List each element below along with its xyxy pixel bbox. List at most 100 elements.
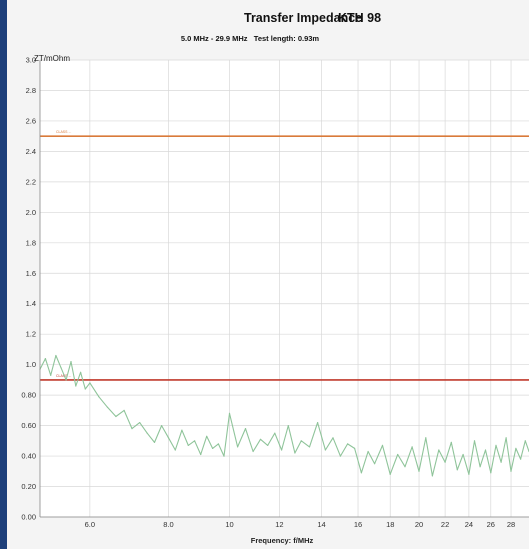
tick-labels: 0.00 0.20 0.40 0.60 0.80 1.0 1.2 1.4 1.6 1.8 2.0 2.… bbox=[21, 56, 515, 530]
data-point bbox=[131, 428, 133, 430]
data-point bbox=[200, 453, 202, 456]
data-point bbox=[153, 441, 156, 443]
limit-line-label: CLASS ... bbox=[56, 374, 71, 378]
data-point bbox=[381, 444, 384, 446]
data-point bbox=[317, 422, 319, 424]
data-point bbox=[397, 453, 399, 456]
y-tick-label: 0.60 bbox=[21, 421, 36, 430]
data-point bbox=[389, 473, 391, 475]
data-point bbox=[89, 382, 91, 384]
data-point bbox=[206, 435, 208, 437]
data-point bbox=[252, 450, 254, 453]
y-tick-label: 1.8 bbox=[26, 238, 36, 247]
y-tick-label: 3.0 bbox=[26, 56, 36, 65]
data-point bbox=[44, 358, 47, 360]
data-point bbox=[490, 472, 492, 474]
data-point bbox=[300, 440, 302, 442]
data-point bbox=[479, 466, 481, 468]
data-point bbox=[495, 444, 497, 446]
chart-subtitle: 5.0 MHz - 29.9 MHz Test length: 0.93m bbox=[181, 34, 320, 43]
data-point bbox=[332, 437, 334, 439]
data-point bbox=[500, 461, 502, 463]
x-axis-label: Frequency: f/MHz bbox=[251, 536, 314, 545]
chart-title: Transfer Impedance bbox=[244, 11, 362, 25]
x-tick-label: 20 bbox=[415, 520, 423, 529]
data-point bbox=[70, 361, 72, 363]
y-tick-label: 2.0 bbox=[26, 208, 36, 217]
x-tick-label: 10 bbox=[225, 520, 233, 529]
data-point bbox=[65, 379, 67, 381]
y-tick-label: 0.40 bbox=[21, 452, 36, 461]
data-point bbox=[98, 396, 100, 398]
data-point bbox=[411, 446, 413, 448]
x-tick-label: 24 bbox=[465, 520, 473, 529]
data-point bbox=[367, 450, 369, 453]
data-point bbox=[354, 447, 356, 449]
data-point bbox=[456, 469, 458, 471]
data-point bbox=[418, 470, 420, 472]
y-tick-label: 1.4 bbox=[26, 299, 36, 308]
x-tick-label: 14 bbox=[317, 520, 325, 529]
data-point bbox=[174, 449, 176, 451]
data-point bbox=[75, 385, 77, 387]
data-point bbox=[505, 437, 507, 439]
y-tick-label: 2.6 bbox=[26, 116, 36, 125]
data-point bbox=[308, 446, 311, 448]
data-point bbox=[60, 367, 62, 369]
data-point bbox=[462, 453, 464, 456]
data-point bbox=[161, 425, 163, 427]
data-point bbox=[228, 412, 231, 414]
limit-lines: CLASS ... CLASS ... bbox=[40, 130, 529, 381]
data-point bbox=[55, 354, 57, 357]
y-tick-label: 2.8 bbox=[26, 86, 36, 95]
data-point bbox=[115, 415, 117, 418]
x-tick-label: 18 bbox=[386, 520, 394, 529]
data-point bbox=[80, 371, 82, 373]
data-point bbox=[444, 461, 446, 463]
y-tick-label: 2.4 bbox=[26, 147, 36, 156]
data-point bbox=[223, 455, 225, 457]
x-tick-label: 12 bbox=[275, 520, 283, 529]
data-point bbox=[294, 452, 296, 454]
limit-line-label: CLASS ... bbox=[56, 130, 71, 134]
data-point bbox=[181, 429, 183, 431]
window-edge bbox=[0, 0, 7, 549]
y-tick-label: 1.2 bbox=[26, 330, 36, 339]
data-point bbox=[187, 444, 189, 446]
data-point bbox=[281, 449, 283, 451]
data-point bbox=[484, 449, 487, 451]
x-tick-label: 6.0 bbox=[85, 520, 95, 529]
series-layer bbox=[39, 354, 529, 477]
data-point bbox=[50, 374, 52, 376]
data-point bbox=[212, 447, 214, 449]
data-point bbox=[267, 444, 269, 446]
data-point bbox=[217, 443, 219, 445]
data-point bbox=[259, 438, 262, 440]
data-point bbox=[146, 432, 148, 434]
data-point bbox=[468, 473, 470, 475]
data-point bbox=[473, 440, 476, 442]
plot-area bbox=[40, 60, 529, 517]
data-point bbox=[237, 446, 239, 448]
data-point bbox=[106, 406, 109, 408]
data-point bbox=[515, 447, 517, 449]
x-tick-label: 8.0 bbox=[163, 520, 173, 529]
data-point bbox=[139, 422, 141, 424]
y-tick-label: 0.00 bbox=[21, 513, 36, 522]
data-point bbox=[431, 475, 433, 477]
data-point bbox=[287, 425, 289, 427]
y-axis-label: ZT/mOhm bbox=[34, 54, 70, 63]
data-point bbox=[520, 458, 522, 460]
data-point bbox=[123, 409, 125, 411]
data-point bbox=[438, 449, 440, 451]
data-point bbox=[360, 472, 362, 474]
data-point bbox=[84, 388, 86, 390]
x-tick-label: 22 bbox=[441, 520, 449, 529]
y-tick-label: 2.2 bbox=[26, 177, 36, 186]
data-point bbox=[244, 428, 247, 430]
x-tick-label: 26 bbox=[487, 520, 495, 529]
y-tick-label: 1.6 bbox=[26, 269, 36, 278]
y-tick-label: 0.80 bbox=[21, 391, 36, 400]
